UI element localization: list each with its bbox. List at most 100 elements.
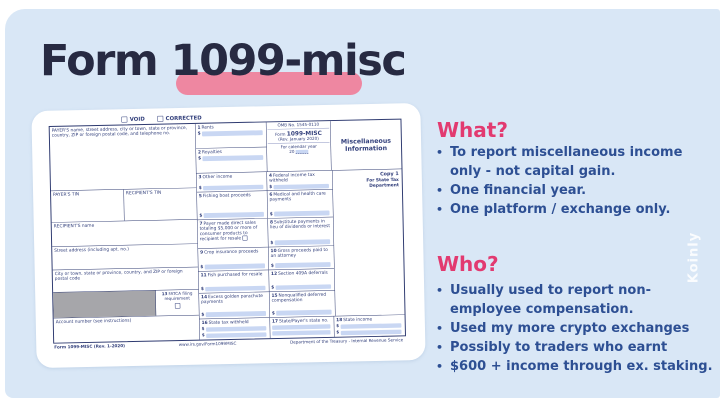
tin-row: PAYER'S TIN RECIPIENT'S TIN xyxy=(51,188,197,223)
bullet-text: One financial year. xyxy=(450,183,587,198)
box-row-9-10: 9Crop insurance proceeds $ 10Gross proce… xyxy=(198,245,334,272)
dollar-sign: $ xyxy=(336,329,340,335)
box16-cell: 16State tax withheld $ $ xyxy=(199,317,271,340)
payer-tin-cell: PAYER'S TIN xyxy=(51,189,125,223)
amount-field xyxy=(203,211,264,219)
dollar-sign: $ xyxy=(271,310,275,316)
dollar-sign: $ xyxy=(198,156,202,161)
what-heading: What? xyxy=(437,118,508,142)
street-address-cell: Street address (including apt. no.) xyxy=(52,243,198,271)
void-option: VOID xyxy=(121,115,145,123)
amount-field xyxy=(202,154,264,162)
bullet-dot: • xyxy=(436,284,444,297)
box15-cell: 15Nonqualified deferred compensation $ xyxy=(269,291,334,318)
amount-field xyxy=(202,130,263,137)
form-right-area: 1Rents $ 2Royalties $ OMB No. 1545-0110 … xyxy=(195,119,405,340)
box13-label: FATCA filing requirement xyxy=(164,291,193,302)
amount-field xyxy=(206,332,267,338)
box9-cell: 9Crop insurance proceeds $ xyxy=(198,247,269,272)
omb-box: OMB No. 1545-0110 Form 1099-MISC (Rev. J… xyxy=(266,121,332,172)
bullet-text: One platform / exchange only. xyxy=(450,202,671,217)
box8-label: Substitute payments in lieu of dividends… xyxy=(269,218,331,230)
amount-field xyxy=(273,183,329,190)
list-item: • $600 + income through ex. staking. xyxy=(436,357,714,376)
dollar-sign: $ xyxy=(201,332,205,338)
box3-number: 3 xyxy=(198,174,202,180)
amount-field xyxy=(205,285,266,292)
amount-field xyxy=(340,323,402,329)
box3-cell: 3Other income $ xyxy=(196,172,268,192)
box2-royalties-cell: 2Royalties $ xyxy=(196,147,267,173)
omb-number: OMB No. 1545-0110 xyxy=(267,122,330,130)
amount-field xyxy=(205,325,267,332)
page-title: Form 1099-misc xyxy=(40,36,407,86)
list-item: • Usually used to report non-employee com… xyxy=(436,281,714,319)
numbered-boxes-grid: 3Other income $ 4Federal income tax with… xyxy=(196,170,336,319)
dollar-sign: $ xyxy=(199,213,203,218)
dollar-sign: $ xyxy=(270,240,274,246)
bullet-text: $600 + income through ex. staking. xyxy=(450,359,713,374)
form-lower-area: 3Other income $ 4Federal income tax with… xyxy=(196,169,404,319)
box16-label: State tax withheld xyxy=(208,319,249,326)
dollar-sign: $ xyxy=(336,323,340,329)
bullet-text: Possibly to traders who earnt xyxy=(450,340,668,355)
box11-cell: 11Fish purchased for resale $ xyxy=(198,270,270,294)
amount-field xyxy=(203,184,264,191)
box9-number: 9 xyxy=(200,250,204,256)
box5-cell: 5Fishing boat proceeds $ xyxy=(196,190,268,220)
box15-label: Nonqualified deferred compensation xyxy=(271,292,327,304)
footer-url: www.irs.gov/Form1099MISC xyxy=(178,341,237,348)
list-item: • One financial year. xyxy=(436,181,714,200)
box12-number: 12 xyxy=(270,271,278,277)
box1-rents-cell: 1Rents $ xyxy=(195,122,267,149)
copy-for-label: For State Tax Department xyxy=(366,177,399,189)
box2-label: Royalties xyxy=(201,149,222,155)
account-number-cell: Account number (see instructions) xyxy=(55,318,132,325)
box17-label: State/Payer's state no. xyxy=(279,318,329,324)
form-content: VOID CORRECTED PAYER'S name, street addr… xyxy=(48,110,406,350)
dollar-sign: $ xyxy=(197,131,201,137)
amount-field xyxy=(340,329,402,336)
box18-cell: 18State income $ $ xyxy=(334,315,405,337)
amount-field xyxy=(274,210,330,217)
recipient-tin-cell: RECIPIENT'S TIN xyxy=(125,190,162,196)
form-title-cell: Miscellaneous Information xyxy=(340,137,392,153)
footer-form-id: Form 1099-MISC (Rev. 1-2020) xyxy=(54,343,126,350)
footer-treasury: Department of the Treasury - Internal Re… xyxy=(289,337,404,346)
box10-cell: 10Gross proceeds paid to an attorney $ xyxy=(268,246,333,270)
box-row-14-15: 14Excess golden parachute payments $ 15N… xyxy=(198,291,335,319)
box-row-5-6: 5Fishing boat proceeds $ 6Medical and he… xyxy=(196,189,333,221)
title-highlight-bar xyxy=(176,72,362,95)
box9-label: Crop insurance proceeds xyxy=(204,248,259,255)
bullet-dot: • xyxy=(436,322,444,335)
bullet-dot: • xyxy=(436,146,444,159)
city-cell: City or town, state or province, country… xyxy=(52,267,199,293)
box7-cell: 7Payer made direct sales totaling $5,000… xyxy=(197,218,269,249)
dollar-sign: $ xyxy=(200,264,204,270)
list-item: • Possibly to traders who earnt xyxy=(436,338,714,357)
amount-field xyxy=(276,309,332,316)
box4-cell: 4Federal income tax withheld $ xyxy=(267,171,332,191)
void-label: VOID xyxy=(129,115,145,123)
calendar-year-value: 20 xyxy=(289,149,295,155)
dollar-sign: $ xyxy=(270,263,274,269)
form-revision: (Rev. January 2020) xyxy=(267,136,330,144)
box12-cell: 12Section 409A deferrals $ xyxy=(269,269,334,292)
box7-label: Payer made direct sales totaling $5,000 … xyxy=(199,220,258,242)
box1-number: 1 xyxy=(197,125,201,131)
box3-label: Other income xyxy=(202,174,233,180)
list-item: • To report miscellaneous income only - n… xyxy=(436,143,714,181)
amount-field xyxy=(275,262,331,269)
box-row-7-8: 7Payer made direct sales totaling $5,000… xyxy=(197,217,334,249)
box5-number: 5 xyxy=(198,193,202,199)
dollar-sign: $ xyxy=(198,185,202,191)
dollar-sign: $ xyxy=(269,211,273,217)
box18-number: 18 xyxy=(336,317,343,323)
payer-name-cell: PAYER'S name, street address, city or to… xyxy=(49,123,197,192)
who-bullet-list: • Usually used to report non-employee com… xyxy=(436,281,714,376)
fatca-checkbox xyxy=(174,303,181,309)
box11-number: 11 xyxy=(200,272,207,278)
box14-label: Excess golden parachute payments xyxy=(201,293,264,305)
bullet-dot: • xyxy=(436,341,444,354)
rents-royalties-column: 1Rents $ 2Royalties $ xyxy=(195,122,268,174)
